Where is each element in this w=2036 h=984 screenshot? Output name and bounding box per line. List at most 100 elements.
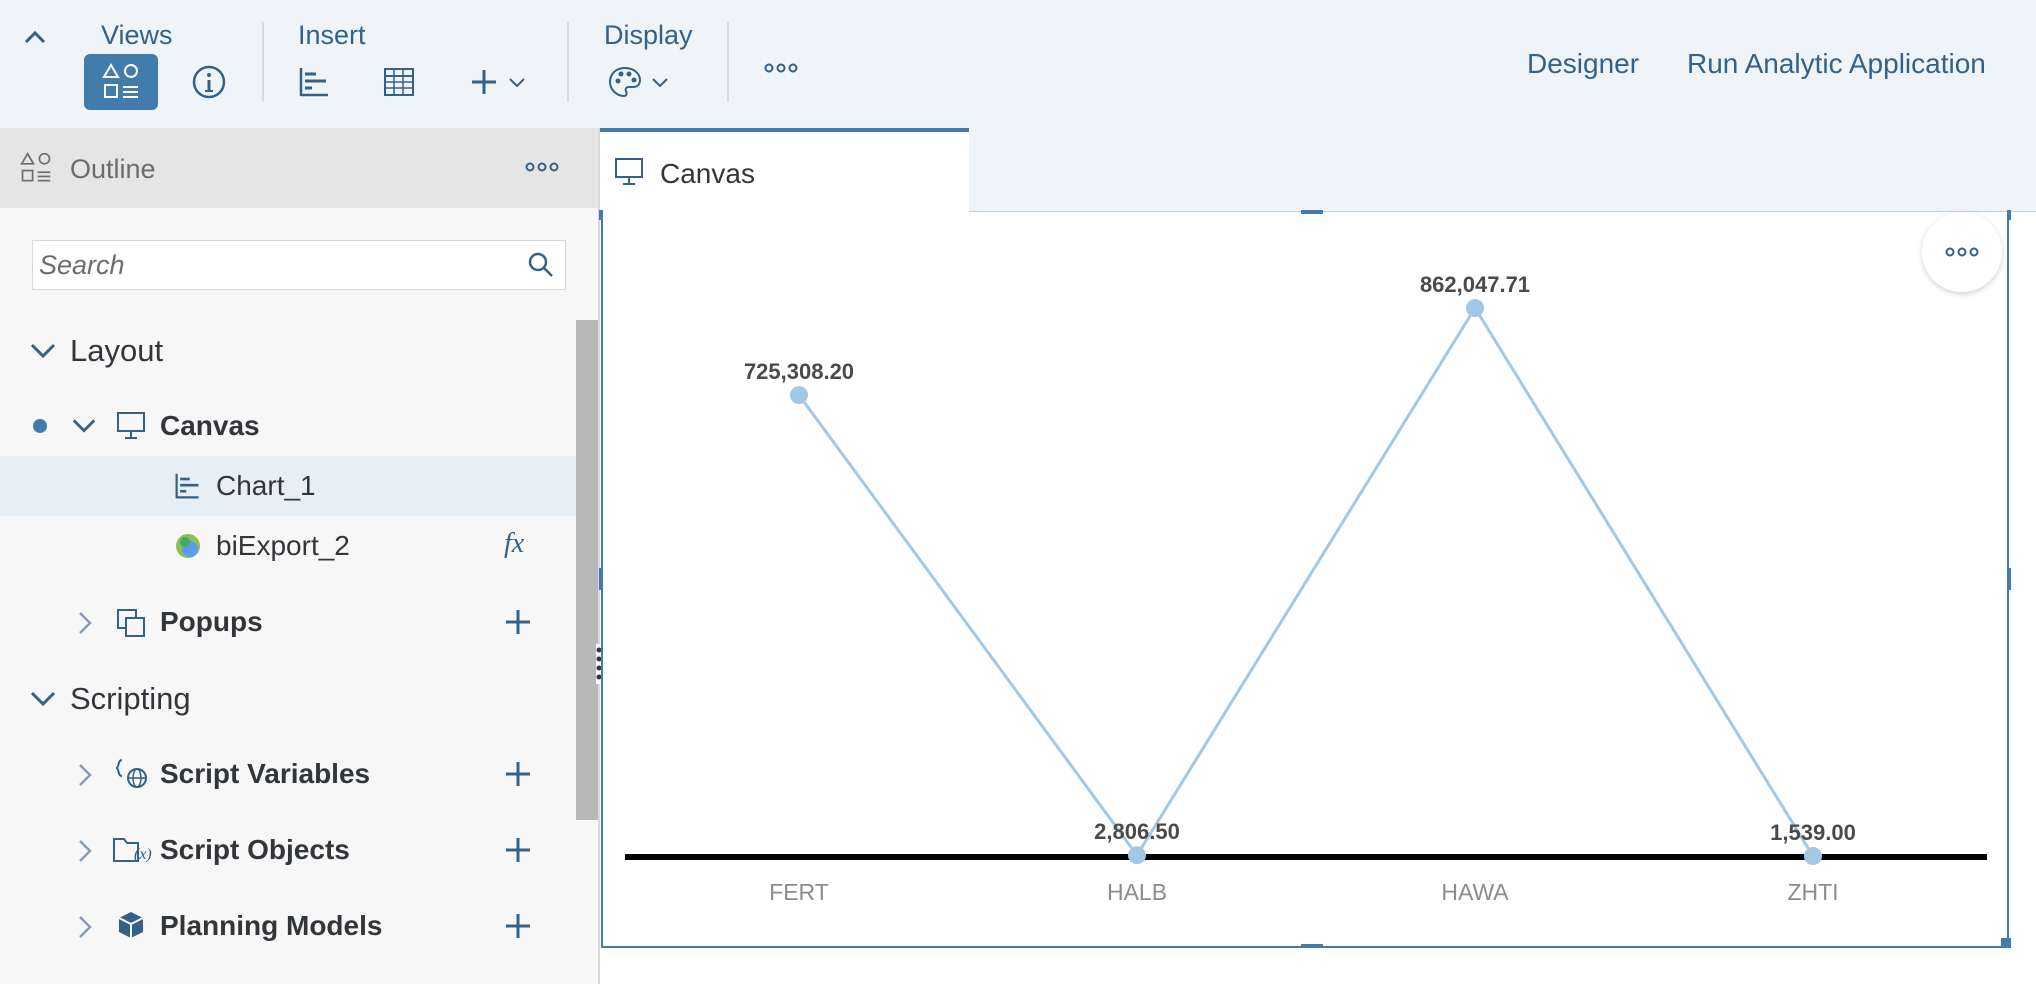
tree-item-popups[interactable]: Popups (0, 592, 576, 652)
tab-canvas[interactable]: Canvas (600, 128, 969, 212)
svg-text:(x): (x) (134, 846, 152, 863)
resize-handle-left[interactable] (599, 568, 603, 590)
data-point (790, 386, 808, 405)
bar-chart-icon (175, 473, 199, 499)
info-button[interactable] (186, 54, 232, 110)
globe-widget-icon (176, 534, 200, 558)
tree-item-biexport[interactable]: biExport_2 fx (0, 516, 576, 576)
popup-icon (117, 609, 145, 637)
tree-item-canvas[interactable]: Canvas (0, 396, 576, 456)
chevron-down-icon (30, 691, 56, 707)
script-fx-icon[interactable]: fx (504, 528, 525, 559)
shapes-list-icon (20, 152, 51, 182)
insert-group-label: Insert (298, 20, 366, 50)
views-group-label: Views (101, 20, 173, 50)
outline-scrollbar[interactable] (576, 320, 598, 820)
chevron-down-icon (652, 78, 668, 88)
outline-search (32, 240, 566, 290)
display-theme-button[interactable] (600, 54, 678, 110)
outline-panel: Outline Layout Canvas (0, 128, 600, 984)
tree-item-script-variables[interactable]: Script Variables (0, 744, 576, 804)
drag-handle-icon (596, 644, 602, 684)
outline-more-button[interactable] (524, 160, 560, 174)
outline-title: Outline (70, 154, 156, 184)
planning-model-cube-icon (118, 912, 144, 938)
tree-item-label: biExport_2 (216, 530, 350, 561)
x-tick-label: ZHTI (1787, 879, 1838, 905)
table-icon (384, 68, 414, 96)
chevron-down-icon (72, 419, 96, 433)
insert-table-button[interactable] (376, 54, 422, 110)
run-analytic-application-button[interactable]: Run Analytic Application (1687, 48, 1986, 79)
tab-bar: Canvas (600, 128, 2036, 212)
collapse-toolbar-button[interactable] (20, 22, 50, 52)
resize-handle-right[interactable] (2007, 568, 2011, 590)
display-group-label: Display (604, 20, 693, 50)
designer-button[interactable]: Designer (1527, 48, 1640, 79)
search-input[interactable] (39, 247, 509, 283)
resize-handle-top-left[interactable] (599, 210, 603, 220)
chevron-right-icon (79, 764, 92, 786)
series-line (797, 305, 1815, 858)
tree-item-chart[interactable]: Chart_1 (0, 456, 576, 516)
insert-chart-button[interactable] (292, 54, 336, 110)
tree-item-script-objects[interactable]: (x) Script Objects (0, 820, 576, 880)
canvas-icon (615, 158, 643, 185)
toolbar: Views Insert (0, 0, 2036, 128)
toolbar-separator (262, 22, 264, 102)
chevron-down-icon (30, 343, 56, 359)
tree-item-label: Script Objects (160, 834, 350, 865)
more-icon (764, 63, 798, 73)
chevron-right-icon (79, 916, 92, 938)
outline-view-button[interactable] (84, 54, 158, 110)
more-icon (525, 162, 559, 172)
add-script-object-icon[interactable] (504, 836, 532, 864)
data-label: 1,539.00 (1770, 820, 1856, 845)
tree-item-label: Popups (160, 606, 263, 637)
chevron-right-icon (79, 840, 92, 862)
x-tick-label: FERT (769, 879, 829, 905)
insert-add-button[interactable] (462, 54, 534, 110)
more-icon (1945, 247, 1979, 257)
resize-handle-bottom[interactable] (1301, 944, 1323, 948)
add-script-variable-icon[interactable] (504, 760, 532, 788)
more-toolbar-button[interactable] (756, 40, 806, 96)
scripting-section[interactable]: Scripting (0, 668, 576, 728)
x-tick-label: HALB (1107, 879, 1167, 905)
resize-handle-top[interactable] (1301, 210, 1323, 214)
info-icon (192, 65, 226, 99)
tree-item-label: Planning Models (160, 910, 383, 941)
data-label: 862,047.71 (1420, 272, 1530, 297)
data-label: 2,806.50 (1094, 819, 1180, 844)
chevron-down-icon (509, 78, 525, 88)
search-icon[interactable] (527, 251, 555, 279)
line-chart: 725,308.20 FERT 2,806.50 HALB 862,047.71 HAWA… (625, 272, 1987, 905)
layout-section[interactable]: Layout (0, 320, 576, 380)
tree-item-label: Canvas (160, 410, 260, 441)
scripting-section-label: Scripting (70, 681, 191, 716)
data-label: 725,308.20 (744, 359, 854, 384)
add-planning-model-icon[interactable] (504, 912, 532, 940)
data-point (1466, 299, 1484, 318)
x-tick-label: HAWA (1441, 879, 1509, 905)
tree-item-planning-models[interactable]: Planning Models (0, 896, 576, 956)
layout-section-label: Layout (70, 333, 164, 368)
chart-widget[interactable] (599, 210, 2011, 948)
script-variable-icon (115, 759, 147, 788)
chevron-right-icon (79, 612, 92, 634)
data-point (1804, 847, 1822, 866)
resize-handle-corner[interactable] (2001, 938, 2011, 948)
script-object-folder-icon: (x) (113, 838, 152, 863)
panel-splitter[interactable] (596, 128, 602, 984)
shapes-list-icon (102, 63, 138, 98)
add-popup-icon[interactable] (504, 608, 532, 636)
tree-item-label: Script Variables (160, 758, 371, 789)
chart-more-button[interactable] (1922, 212, 2002, 292)
plus-icon (472, 70, 496, 94)
active-dot-icon (33, 419, 47, 433)
outline-header: Outline (0, 128, 600, 208)
resize-handle-top-right[interactable] (2007, 210, 2011, 220)
canvas-icon (117, 412, 145, 439)
data-point (1128, 846, 1146, 865)
toolbar-separator (727, 22, 729, 102)
